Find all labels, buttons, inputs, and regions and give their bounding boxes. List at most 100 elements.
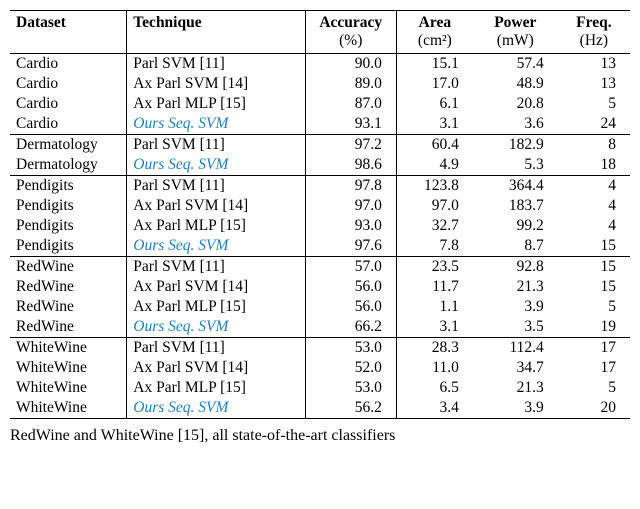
header-freq: Freq. (Hz) <box>558 11 630 54</box>
comparison-table: Dataset Technique Accuracy (%) Area (cm²… <box>10 10 630 419</box>
cell-power: 92.8 <box>473 257 558 278</box>
ours-label: Ours Seq. SVM <box>133 237 228 254</box>
ours-label: Ours Seq. SVM <box>133 156 228 173</box>
header-technique: Technique <box>127 11 305 54</box>
cell-technique: Ax Parl MLP [15] <box>127 94 305 114</box>
ours-label: Ours Seq. SVM <box>133 399 228 416</box>
cell-area: 3.1 <box>396 114 472 135</box>
cell-technique: Ax Parl SVM [14] <box>127 358 305 378</box>
cell-technique: Ax Parl MLP [15] <box>127 378 305 398</box>
cell-freq: 5 <box>558 378 630 398</box>
header-accuracy: Accuracy (%) <box>305 11 396 54</box>
table-row: WhiteWineParl SVM [11]53.028.3112.417 <box>10 338 630 359</box>
table-row: CardioParl SVM [11]90.015.157.413 <box>10 54 630 75</box>
header-freq-main: Freq. <box>576 14 611 31</box>
table-row: Cardio Ours Seq. SVM 93.13.13.624 <box>10 114 630 135</box>
cell-dataset: Dermatology <box>10 135 127 156</box>
cell-power: 3.9 <box>473 398 558 419</box>
cell-dataset: Pendigits <box>10 236 127 257</box>
cell-area: 23.5 <box>396 257 472 278</box>
cell-dataset: Cardio <box>10 74 127 94</box>
header-dataset: Dataset <box>10 11 127 54</box>
cell-accuracy: 98.6 <box>305 155 396 176</box>
cell-technique: Parl SVM [11] <box>127 135 305 156</box>
cell-accuracy: 89.0 <box>305 74 396 94</box>
cell-dataset: WhiteWine <box>10 338 127 359</box>
table-row: PendigitsAx Parl MLP [15]93.032.799.24 <box>10 216 630 236</box>
cell-accuracy: 93.1 <box>305 114 396 135</box>
cell-dataset: WhiteWine <box>10 378 127 398</box>
header-area-sub: (cm²) <box>403 32 467 50</box>
cell-power: 3.6 <box>473 114 558 135</box>
cell-accuracy: 53.0 <box>305 338 396 359</box>
cell-area: 3.1 <box>396 317 472 338</box>
header-area-main: Area <box>419 14 451 31</box>
cell-area: 3.4 <box>396 398 472 419</box>
cell-area: 6.5 <box>396 378 472 398</box>
cell-dataset: Dermatology <box>10 155 127 176</box>
cell-technique: Ours Seq. SVM <box>127 398 305 419</box>
cell-freq: 24 <box>558 114 630 135</box>
cell-accuracy: 56.0 <box>305 297 396 317</box>
table-row: RedWineParl SVM [11]57.023.592.815 <box>10 257 630 278</box>
cell-dataset: Pendigits <box>10 196 127 216</box>
cell-power: 364.4 <box>473 176 558 197</box>
cell-power: 20.8 <box>473 94 558 114</box>
cell-accuracy: 93.0 <box>305 216 396 236</box>
cell-freq: 5 <box>558 94 630 114</box>
cell-freq: 5 <box>558 297 630 317</box>
cell-accuracy: 56.2 <box>305 398 396 419</box>
cell-technique: Ax Parl SVM [14] <box>127 196 305 216</box>
cell-accuracy: 57.0 <box>305 257 396 278</box>
cell-freq: 13 <box>558 74 630 94</box>
cell-power: 48.9 <box>473 74 558 94</box>
cell-area: 15.1 <box>396 54 472 75</box>
cell-dataset: RedWine <box>10 297 127 317</box>
cell-power: 3.9 <box>473 297 558 317</box>
cell-freq: 20 <box>558 398 630 419</box>
cell-technique: Parl SVM [11] <box>127 257 305 278</box>
cell-power: 21.3 <box>473 378 558 398</box>
cell-accuracy: 87.0 <box>305 94 396 114</box>
cell-area: 1.1 <box>396 297 472 317</box>
cell-power: 34.7 <box>473 358 558 378</box>
cell-dataset: WhiteWine <box>10 398 127 419</box>
cell-freq: 8 <box>558 135 630 156</box>
table-row: DermatologyOurs Seq. SVM98.64.95.318 <box>10 155 630 176</box>
table-row: RedWineOurs Seq. SVM66.23.13.519 <box>10 317 630 338</box>
table-row: DermatologyParl SVM [11]97.260.4182.98 <box>10 135 630 156</box>
cell-freq: 17 <box>558 338 630 359</box>
ours-label: Ours Seq. SVM <box>133 115 228 132</box>
header-power: Power (mW) <box>473 11 558 54</box>
cell-freq: 4 <box>558 196 630 216</box>
table-row: PendigitsOurs Seq. SVM97.67.88.715 <box>10 236 630 257</box>
cell-area: 17.0 <box>396 74 472 94</box>
cell-dataset: WhiteWine <box>10 358 127 378</box>
cell-technique: Ax Parl SVM [14] <box>127 277 305 297</box>
cell-freq: 19 <box>558 317 630 338</box>
cell-technique: Ours Seq. SVM <box>127 317 305 338</box>
cell-freq: 15 <box>558 257 630 278</box>
cell-power: 21.3 <box>473 277 558 297</box>
cell-technique: Parl SVM [11] <box>127 176 305 197</box>
cell-technique: Ax Parl MLP [15] <box>127 216 305 236</box>
cell-dataset: Cardio <box>10 94 127 114</box>
cell-dataset: RedWine <box>10 257 127 278</box>
cell-power: 183.7 <box>473 196 558 216</box>
table-row: WhiteWine Ours Seq. SVM 56.23.43.920 <box>10 398 630 419</box>
cell-area: 97.0 <box>396 196 472 216</box>
cell-technique: Ours Seq. SVM <box>127 155 305 176</box>
cell-technique: Ours Seq. SVM <box>127 114 305 135</box>
cell-area: 4.9 <box>396 155 472 176</box>
cell-power: 5.3 <box>473 155 558 176</box>
cell-freq: 17 <box>558 358 630 378</box>
cell-freq: 4 <box>558 216 630 236</box>
cell-area: 60.4 <box>396 135 472 156</box>
cell-accuracy: 97.2 <box>305 135 396 156</box>
cell-dataset: Cardio <box>10 114 127 135</box>
table-row: PendigitsAx Parl SVM [14]97.097.0183.74 <box>10 196 630 216</box>
header-power-main: Power <box>494 14 536 31</box>
cell-freq: 4 <box>558 176 630 197</box>
cell-accuracy: 66.2 <box>305 317 396 338</box>
table-row: WhiteWineAx Parl SVM [14]52.011.034.717 <box>10 358 630 378</box>
